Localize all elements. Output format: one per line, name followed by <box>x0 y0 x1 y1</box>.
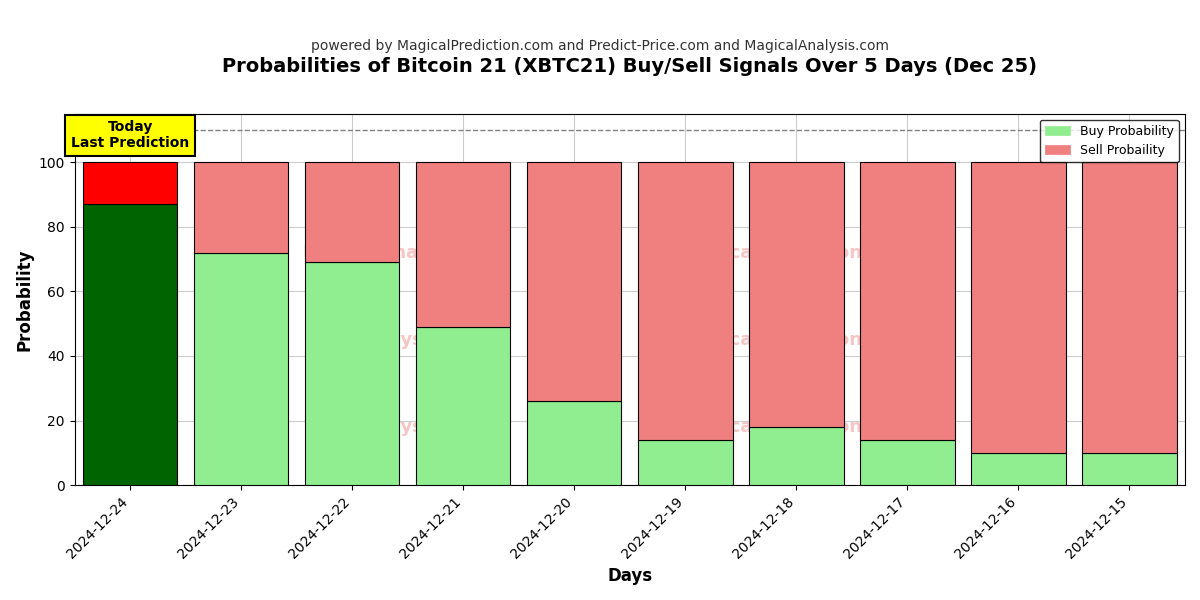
Bar <box>860 162 955 440</box>
Bar <box>305 262 400 485</box>
Bar <box>416 327 510 485</box>
Bar <box>416 162 510 327</box>
Text: MagicalPrediction.com: MagicalPrediction.com <box>682 418 911 436</box>
Bar <box>749 162 844 427</box>
Title: Probabilities of Bitcoin 21 (XBTC21) Buy/Sell Signals Over 5 Days (Dec 25): Probabilities of Bitcoin 21 (XBTC21) Buy… <box>222 57 1037 76</box>
Bar <box>83 204 178 485</box>
Text: MagicalAnalysis.com: MagicalAnalysis.com <box>302 244 512 262</box>
X-axis label: Days: Days <box>607 567 653 585</box>
Bar <box>749 427 844 485</box>
Bar <box>194 253 288 485</box>
Bar <box>83 162 178 204</box>
Text: calAnalysis.com: calAnalysis.com <box>328 418 488 436</box>
Bar <box>971 162 1066 453</box>
Y-axis label: Probability: Probability <box>16 248 34 350</box>
Bar <box>860 440 955 485</box>
Text: MagicalPrediction.com: MagicalPrediction.com <box>682 244 911 262</box>
Legend: Buy Probability, Sell Probaility: Buy Probability, Sell Probaility <box>1040 120 1178 162</box>
Bar <box>527 401 622 485</box>
Bar <box>194 162 288 253</box>
Text: Today
Last Prediction: Today Last Prediction <box>71 120 190 151</box>
Bar <box>638 440 732 485</box>
Bar <box>1082 162 1177 453</box>
Bar <box>638 162 732 440</box>
Bar <box>305 162 400 262</box>
Bar <box>1082 453 1177 485</box>
Text: calAnalysis.com: calAnalysis.com <box>328 331 488 349</box>
Text: MagicalPrediction.com: MagicalPrediction.com <box>682 331 911 349</box>
Text: powered by MagicalPrediction.com and Predict-Price.com and MagicalAnalysis.com: powered by MagicalPrediction.com and Pre… <box>311 39 889 53</box>
Bar <box>527 162 622 401</box>
Bar <box>971 453 1066 485</box>
